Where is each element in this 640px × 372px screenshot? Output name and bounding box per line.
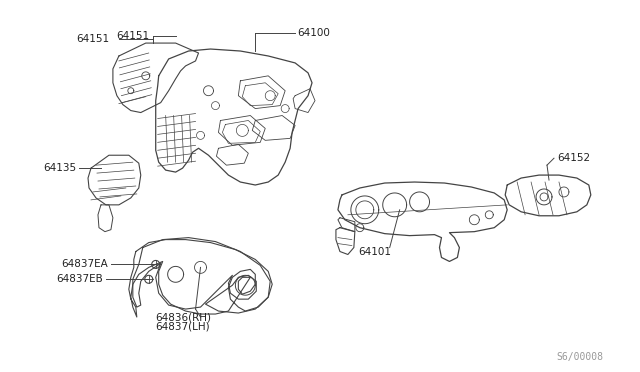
Text: 64151: 64151	[76, 34, 109, 44]
Text: 64837(LH): 64837(LH)	[156, 322, 211, 332]
Text: S6/00008: S6/00008	[557, 352, 604, 362]
Text: 64152: 64152	[557, 153, 590, 163]
Text: 64837EB: 64837EB	[56, 274, 103, 284]
Text: 64101: 64101	[358, 247, 391, 257]
Text: 64135: 64135	[44, 163, 76, 173]
Text: 64100: 64100	[297, 28, 330, 38]
Text: 64836(RH): 64836(RH)	[156, 312, 212, 322]
Text: 64837EA: 64837EA	[61, 259, 108, 269]
Text: 64151: 64151	[116, 31, 149, 41]
